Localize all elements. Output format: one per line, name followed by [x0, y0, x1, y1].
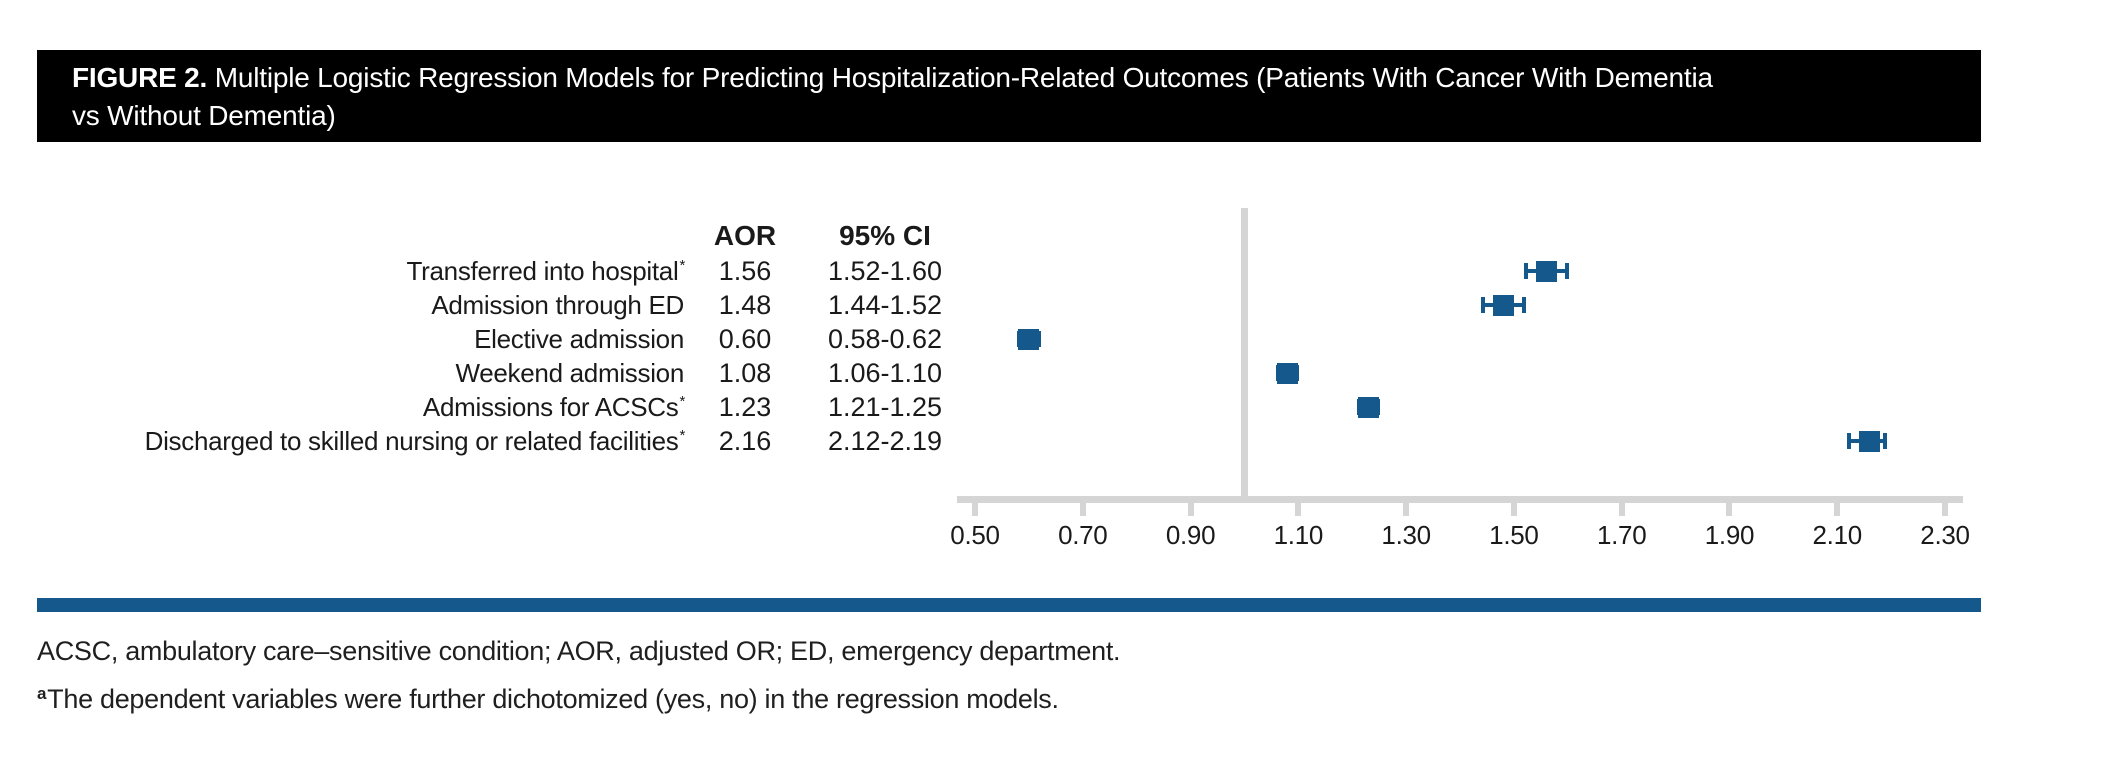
aor-marker: [1277, 362, 1299, 384]
figure-title-line1: Multiple Logistic Regression Models for …: [214, 62, 1713, 93]
table-row: Admission through ED 1.48 1.44-1.52: [37, 288, 965, 322]
row-label-superscript: *: [679, 392, 685, 410]
row-label: Transferred into hospital *: [406, 255, 686, 286]
figure-title-bar: FIGURE 2. Multiple Logistic Regression M…: [37, 50, 1981, 142]
axis-tick-label: 1.10: [1273, 520, 1324, 550]
row-aor-value: 1.23: [718, 391, 772, 422]
aor-column-header: AOR: [713, 220, 777, 251]
table-row: Discharged to skilled nursing or related…: [37, 424, 965, 458]
aor-marker: [1357, 396, 1379, 418]
ci-cap-right: [1036, 331, 1041, 347]
figure-label: FIGURE 2.: [72, 62, 208, 93]
ci-cap-right: [1521, 297, 1526, 313]
ci-cap-right: [1376, 399, 1381, 415]
footnote-text: The dependent variables were further dic…: [47, 684, 1059, 714]
axis-tick-label: 0.50: [950, 520, 1000, 550]
table-row: Elective admission 0.60 0.58-0.62: [37, 322, 965, 356]
axis-tick-label: 1.50: [1489, 520, 1539, 550]
table-row: Transferred into hospital * 1.56 1.52-1.6…: [37, 254, 965, 288]
row-ci-value: 1.06-1.10: [827, 357, 943, 388]
row-label: Elective admission: [474, 323, 684, 354]
row-label: Admissions for ACSCs *: [422, 391, 685, 422]
ci-cap-left: [1847, 433, 1851, 449]
aor-marker: [1018, 328, 1040, 350]
axis-tick: [1942, 496, 1948, 516]
x-axis-line: [957, 496, 1963, 503]
ci-whisker: [1524, 269, 1568, 273]
dichotomized-footnote: aThe dependent variables were further di…: [37, 684, 1059, 715]
outcome-table: AOR 95% CI Transferred into hospital * 1.…: [37, 218, 965, 458]
abbreviations-footnote: ACSC, ambulatory care–sensitive conditio…: [37, 636, 1121, 666]
row-aor-value: 1.08: [718, 357, 772, 388]
ci-cap-left: [1275, 365, 1280, 381]
axis-tick-label: 2.10: [1812, 520, 1863, 550]
ci-cap-left: [1480, 297, 1485, 313]
row-aor-value: 1.56: [718, 255, 772, 286]
axis-tick-label: 0.70: [1058, 520, 1108, 550]
table-rows: Transferred into hospital * 1.56 1.52-1.6…: [37, 254, 965, 458]
axis-tick-label: 0.90: [1165, 520, 1216, 550]
row-label: Admission through ED: [431, 289, 684, 320]
row-ci-value: 2.12-2.19: [827, 425, 943, 456]
ci-whisker: [1018, 337, 1040, 341]
ci-whisker: [1357, 405, 1380, 409]
table-row: Admissions for ACSCs * 1.23 1.21-1.25: [37, 390, 965, 424]
reference-line: [1240, 208, 1248, 496]
row-aor-value: 0.60: [718, 323, 772, 354]
ci-whisker: [1848, 439, 1886, 443]
aor-marker: [1535, 260, 1557, 282]
ci-cap-left: [1523, 263, 1528, 279]
figure-title-line2: vs Without Dementia): [72, 100, 336, 131]
row-label-superscript: *: [679, 256, 685, 274]
row-aor-value: 2.16: [718, 425, 772, 456]
axis-tick-label: 1.30: [1381, 520, 1431, 550]
axis-tick: [1834, 496, 1841, 516]
axis-tick: [1726, 496, 1733, 516]
row-ci-value: 1.52-1.60: [827, 255, 943, 286]
axis-tick: [972, 496, 978, 516]
axis-tick: [1295, 496, 1302, 516]
axis-tick-label: 1.90: [1704, 520, 1755, 550]
ci-whisker: [1276, 371, 1299, 375]
ci-cap-left: [1356, 399, 1361, 415]
ci-cap-left: [1017, 331, 1022, 347]
ci-column-header: 95% CI: [839, 220, 931, 251]
row-ci-value: 1.21-1.25: [827, 391, 943, 422]
row-ci-value: 0.58-0.62: [827, 323, 943, 354]
footer-divider-bar: [37, 598, 1981, 612]
axis-tick: [1079, 496, 1086, 516]
footnote-marker: a: [37, 684, 47, 703]
row-label-superscript: *: [679, 426, 685, 444]
axis-tick-label: 1.70: [1596, 520, 1647, 550]
table-header-row: AOR 95% CI: [37, 218, 965, 254]
axis-tick: [1187, 496, 1194, 516]
row-label: Weekend admission: [455, 357, 684, 388]
axis-tick: [1510, 496, 1517, 516]
axis-tick: [1618, 496, 1625, 516]
row-label: Discharged to skilled nursing or related…: [144, 425, 686, 456]
row-aor-value: 1.48: [718, 289, 772, 320]
aor-marker: [1859, 430, 1881, 452]
ci-cap-right: [1564, 263, 1569, 279]
aor-marker: [1492, 294, 1514, 316]
axis-tick-label: 2.30: [1920, 520, 1970, 550]
ci-cap-right: [1295, 365, 1300, 381]
axis-tick: [1403, 496, 1410, 516]
row-ci-value: 1.44-1.52: [827, 289, 943, 320]
table-row: Weekend admission 1.08 1.06-1.10: [37, 356, 965, 390]
ci-cap-right: [1882, 433, 1887, 449]
ci-whisker: [1481, 303, 1525, 307]
